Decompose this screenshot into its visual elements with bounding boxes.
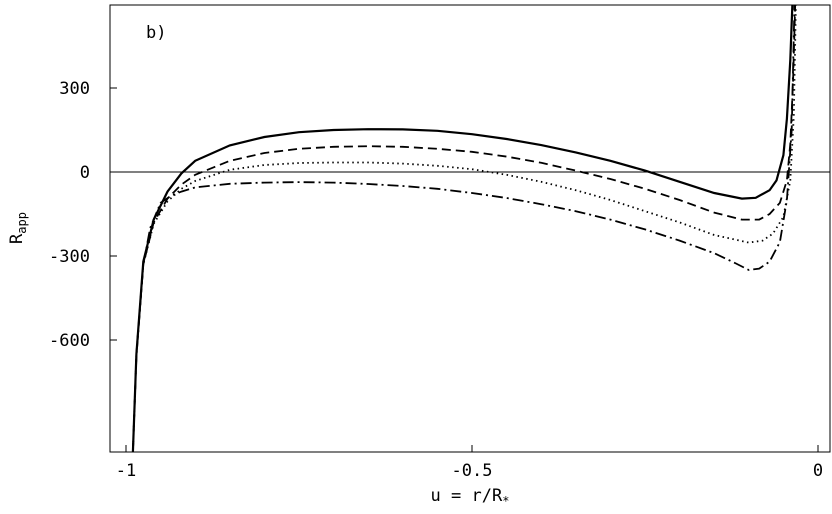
x-axis-title-subscript: *: [502, 494, 509, 508]
y-tick-label: -600: [49, 331, 90, 351]
y-tick-label: 300: [59, 79, 90, 99]
y-axis-title: Rapp: [7, 212, 29, 244]
x-tick-label: -1: [116, 461, 136, 481]
series-line-dash-dot: [132, 5, 796, 452]
series-layer: [131, 5, 797, 452]
y-tick-label: 0: [80, 163, 90, 183]
x-tick-label: 0: [813, 461, 823, 481]
panel-label: b): [146, 23, 166, 43]
series-line-dashed: [132, 5, 797, 452]
y-tick-label: -300: [49, 247, 90, 267]
plot-frame: [109, 4, 831, 453]
x-tick-label: -0.5: [452, 461, 493, 481]
x-axis-title: u = r/R*: [431, 486, 510, 508]
series-line-dotted: [132, 5, 797, 452]
y-axis-title-subscript: app: [15, 212, 29, 234]
series-line-solid: [131, 5, 794, 452]
ticks-layer: -1 -0.5 0 300 0 -300 -600: [49, 79, 823, 481]
